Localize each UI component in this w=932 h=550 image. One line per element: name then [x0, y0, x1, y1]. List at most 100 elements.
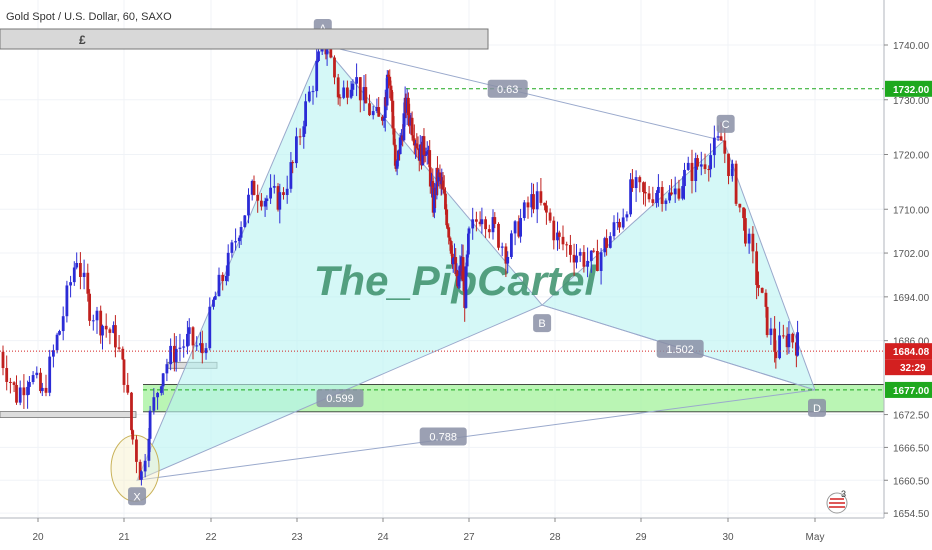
candle-body	[243, 215, 247, 228]
time-tick-label: 27	[463, 532, 475, 543]
candle-body	[719, 136, 723, 141]
candle-body	[55, 334, 59, 351]
structure-box-left[interactable]	[0, 411, 137, 418]
point-label-x[interactable]: X	[128, 487, 147, 506]
candle-body	[18, 387, 22, 403]
candle-body	[392, 128, 396, 145]
price-tag-1677-00[interactable]	[885, 381, 932, 398]
currency-box[interactable]	[0, 28, 489, 50]
candle-body	[204, 348, 208, 354]
candle-body	[285, 188, 289, 196]
ratio-label[interactable]: 1.502	[656, 339, 704, 358]
candle-body	[556, 232, 559, 241]
candle-body	[402, 113, 406, 141]
candle-body	[28, 382, 31, 387]
ratio-label[interactable]: 0.63	[487, 79, 528, 98]
price-tick-label: 1720.00	[893, 151, 930, 162]
price-tag-1684-08[interactable]	[885, 343, 932, 360]
candle-body	[147, 438, 151, 461]
candle-body	[390, 90, 393, 101]
candle-body	[664, 200, 668, 204]
candle-body	[565, 244, 569, 246]
candle-body	[781, 335, 785, 337]
candle-body	[670, 192, 673, 195]
ratio-label[interactable]: 0.788	[419, 427, 467, 446]
candle-body	[467, 228, 471, 234]
symbol-title[interactable]: Gold Spot / U.S. Dollar, 60, SAXO	[6, 11, 172, 23]
candle-body	[342, 87, 346, 98]
price-tick-label: 1672.50	[893, 411, 930, 422]
candle-body	[497, 223, 500, 248]
candle-body	[26, 386, 29, 396]
candle-body	[552, 220, 556, 241]
candle-body	[276, 186, 280, 210]
candle-body	[112, 325, 115, 333]
point-label-b-text: B	[538, 318, 545, 330]
candle-body	[269, 187, 272, 199]
candle-body	[532, 194, 535, 210]
point-label-d[interactable]: D	[808, 398, 826, 417]
candle-body	[336, 77, 340, 98]
point-label-c[interactable]: C	[716, 114, 735, 133]
candle-body	[513, 221, 517, 234]
candle-body	[187, 327, 191, 334]
candle-body	[382, 118, 386, 121]
price-levels	[0, 88, 884, 391]
candle-body	[213, 296, 217, 300]
candle-body	[578, 252, 582, 256]
candle-body	[657, 186, 660, 193]
candle-body	[48, 356, 52, 393]
candle-body	[677, 188, 681, 199]
ratio-label-text: 1.502	[666, 344, 694, 356]
candle-body	[428, 167, 432, 187]
event-badge[interactable]: 3	[826, 489, 848, 514]
candle-body	[442, 189, 446, 194]
candle-body	[377, 107, 381, 117]
price-tick-label: 1730.00	[893, 96, 930, 107]
candle-body	[493, 217, 497, 224]
candle-body	[88, 293, 91, 321]
time-tick-label: 21	[118, 532, 130, 543]
candle-body	[182, 346, 186, 348]
candle-body	[738, 203, 742, 208]
candle-body	[289, 162, 293, 189]
candle-body	[39, 372, 42, 392]
candle-body	[412, 138, 416, 146]
candle-body	[548, 212, 552, 221]
candle-body	[734, 163, 738, 204]
candle-body	[234, 241, 237, 243]
candle-body	[172, 345, 176, 362]
candle-body	[178, 347, 182, 349]
candle-body	[65, 285, 69, 317]
candle-body	[778, 335, 781, 359]
candle-body	[500, 246, 504, 248]
time-axis[interactable]: 20 21 22 23 24 27 28 29 30 May	[0, 517, 884, 543]
candle-body	[104, 325, 108, 330]
candle-body	[169, 345, 173, 365]
candle-body	[358, 77, 362, 101]
candle-body	[161, 373, 165, 387]
point-label-b[interactable]: B	[533, 314, 552, 333]
price-axis[interactable]: 1740.00 1730.00 1720.00 1710.00 1702.00 1694.…	[883, 0, 932, 520]
candle-body	[95, 310, 99, 321]
candle-body	[99, 310, 103, 336]
candle-body	[703, 164, 707, 170]
candle-body	[272, 186, 276, 188]
candle-body	[608, 236, 612, 248]
candle-body	[484, 219, 487, 230]
candle-body	[690, 162, 694, 182]
candle-body	[686, 162, 690, 170]
time-tick-label: 30	[722, 532, 734, 543]
candle-body	[152, 397, 156, 411]
candle-body	[226, 252, 230, 276]
candle-body	[760, 287, 764, 293]
candle-body	[526, 202, 530, 208]
candle-body	[58, 331, 61, 335]
candle-body	[643, 192, 647, 194]
candle-body	[75, 262, 79, 268]
candle-body	[716, 136, 720, 138]
ratio-label[interactable]: 0.599	[316, 389, 364, 408]
price-tag-1732-00[interactable]	[885, 80, 932, 97]
